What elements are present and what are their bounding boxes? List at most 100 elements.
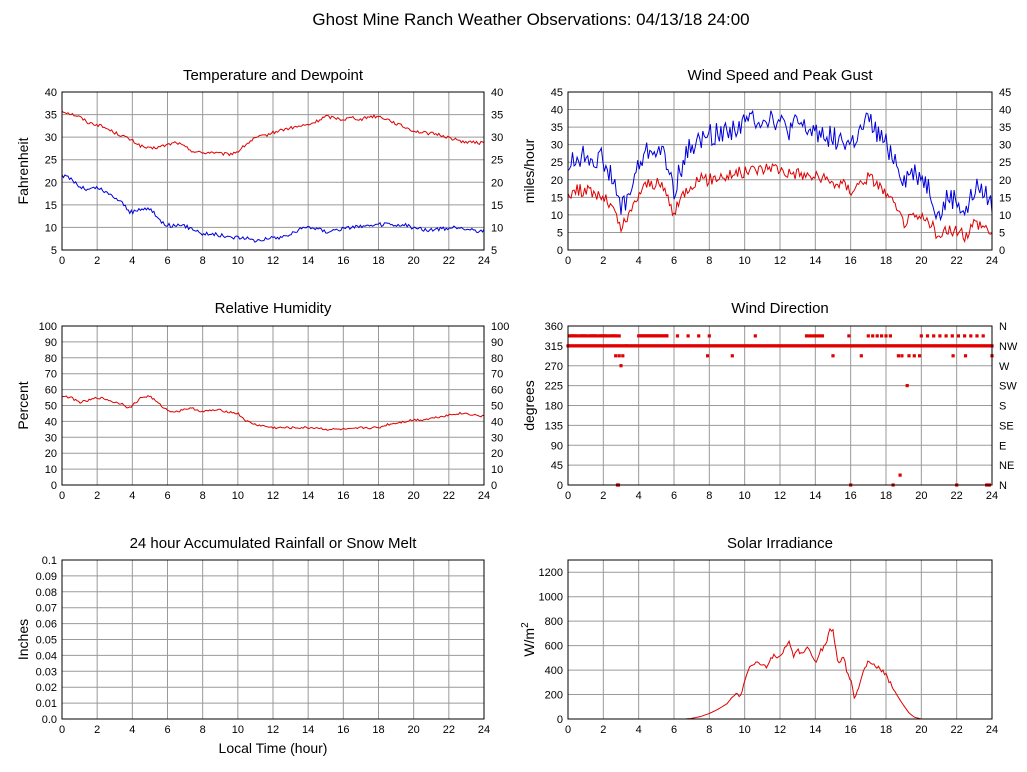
wdir-point	[831, 354, 835, 358]
wdir-point	[981, 334, 985, 338]
temp-ylabel: Fahrenheit	[15, 137, 31, 204]
x-tick-label: 2	[94, 724, 100, 736]
x-tick-label: 4	[636, 724, 642, 736]
wdir-point	[621, 354, 625, 358]
y-tick-label: 0.03	[36, 666, 57, 678]
temp-title: Temperature and Dewpoint	[183, 67, 364, 84]
y-tick-label: 0.02	[36, 682, 57, 694]
y-tick-label: 80	[45, 353, 57, 365]
right-tick-label: 35	[491, 110, 503, 122]
right-tick-label: 45	[999, 87, 1011, 99]
right-tick-label: 10	[491, 464, 503, 476]
rain-title: 24 hour Accumulated Rainfall or Snow Mel…	[130, 535, 418, 552]
temp-series-red-line	[61, 110, 485, 157]
y-tick-label: 20	[45, 177, 57, 189]
wdir-point	[859, 354, 863, 358]
y-tick-label: 25	[45, 155, 57, 167]
wdir-point	[944, 334, 948, 338]
y-tick-label: 0.06	[36, 619, 57, 631]
x-tick-label: 24	[478, 724, 490, 736]
wind-plot-frame	[567, 91, 993, 251]
y-tick-label: 0	[557, 480, 563, 492]
x-tick-label: 20	[915, 255, 927, 267]
wdir-point	[898, 473, 902, 477]
wdir-point	[815, 334, 819, 338]
x-tick-label: 2	[600, 724, 606, 736]
x-tick-label: 18	[880, 724, 892, 736]
x-tick-label: 6	[164, 724, 170, 736]
wdir-point	[614, 354, 618, 358]
right-tick-label: 30	[491, 132, 503, 144]
rain-panel: 24 hour Accumulated Rainfall or Snow Mel…	[15, 535, 490, 736]
wdir-point	[905, 384, 909, 388]
x-axis-title: Local Time (hour)	[219, 740, 328, 756]
wdir-point	[866, 334, 870, 338]
right-tick-label: N	[999, 480, 1007, 492]
page-title: Ghost Mine Ranch Weather Observations: 0…	[312, 10, 749, 29]
x-tick-label: 14	[302, 490, 314, 502]
y-tick-label: 315	[545, 341, 563, 353]
wdir-point	[820, 334, 824, 338]
wdir-ylabel-text: degrees	[521, 380, 537, 431]
wdir-point	[804, 334, 809, 338]
x-tick-label: 20	[408, 490, 420, 502]
rh-series-red-line	[61, 394, 485, 431]
rain-ylabel: Inches	[15, 619, 31, 660]
y-tick-label: 0	[557, 245, 563, 257]
y-tick-label: 0.09	[36, 571, 57, 583]
right-tick-label: N	[999, 321, 1007, 333]
wdir-point	[617, 334, 621, 338]
x-tick-label: 10	[739, 724, 751, 736]
y-tick-label: 360	[545, 321, 563, 333]
x-tick-label: 8	[706, 490, 712, 502]
x-tick-label: 6	[671, 724, 677, 736]
x-tick-label: 0	[565, 490, 571, 502]
y-tick-label: 10	[45, 222, 57, 234]
x-tick-label: 24	[986, 255, 998, 267]
x-tick-label: 20	[915, 490, 927, 502]
x-tick-label: 14	[809, 255, 821, 267]
wdir-point	[707, 334, 711, 338]
right-tick-label: 25	[999, 157, 1011, 169]
x-tick-label: 8	[706, 724, 712, 736]
wdir-point	[912, 354, 916, 358]
x-tick-label: 6	[671, 490, 677, 502]
right-tick-label: 15	[491, 200, 503, 212]
wdir-point	[880, 334, 884, 338]
x-tick-label: 22	[443, 490, 455, 502]
wdir-point	[969, 334, 973, 338]
x-tick-label: 4	[129, 255, 135, 267]
y-tick-label: 0.0	[42, 714, 57, 726]
wdir-point	[675, 334, 680, 338]
x-tick-label: 24	[986, 490, 998, 502]
x-tick-label: 16	[337, 490, 349, 502]
wdir-point	[812, 334, 817, 338]
wdir-point	[575, 334, 579, 338]
x-tick-label: 16	[845, 490, 857, 502]
x-tick-label: 8	[200, 255, 206, 267]
right-tick-label: 40	[491, 416, 503, 428]
x-tick-label: 16	[337, 724, 349, 736]
wdir-point	[617, 354, 621, 358]
x-tick-label: 14	[302, 724, 314, 736]
y-tick-label: 40	[45, 87, 57, 99]
wdir-point	[950, 334, 954, 338]
right-tick-label: E	[999, 440, 1006, 452]
wdir-point	[918, 354, 922, 358]
y-tick-label: 35	[551, 122, 563, 134]
wdir-point	[963, 334, 967, 338]
x-tick-label: 6	[164, 255, 170, 267]
solar-ylabel-sup: 2	[520, 622, 531, 628]
x-tick-label: 12	[267, 490, 279, 502]
solar-title: Solar Irradiance	[727, 535, 833, 552]
wdir-point	[686, 334, 690, 338]
wdir-point	[963, 354, 968, 358]
wdir-point	[706, 354, 710, 358]
wind-series-red-line	[567, 163, 993, 244]
x-tick-label: 10	[232, 724, 244, 736]
x-tick-label: 12	[267, 724, 279, 736]
